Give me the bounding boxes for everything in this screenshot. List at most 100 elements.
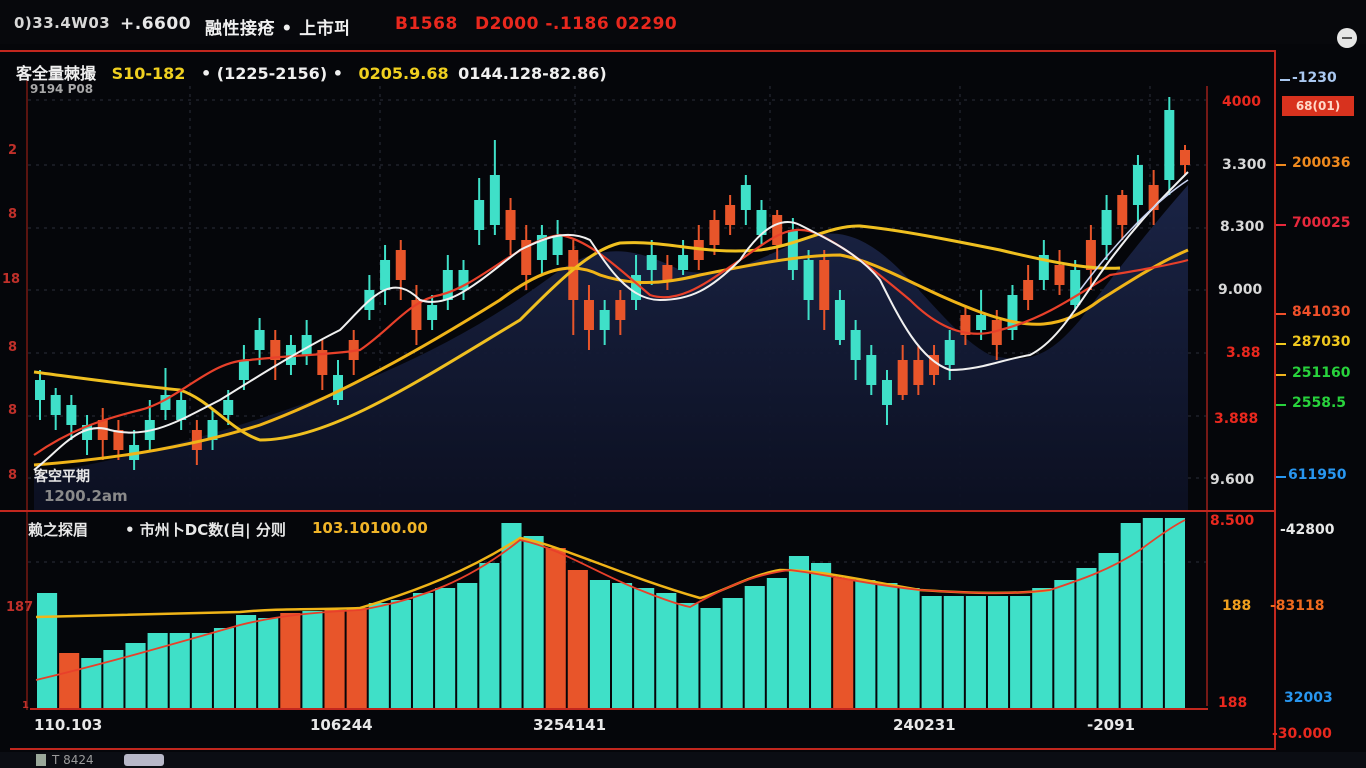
- legend-ma1: S10-182: [111, 64, 186, 83]
- status-icon: [36, 754, 46, 766]
- candle: [866, 355, 877, 385]
- volume-bar: [280, 613, 301, 708]
- candle: [411, 300, 422, 330]
- status-button[interactable]: [124, 754, 164, 766]
- volume-inner-axis-label: 188: [1222, 598, 1252, 614]
- candle: [897, 360, 908, 395]
- header-change: +.6600: [120, 14, 192, 34]
- candle: [552, 235, 563, 255]
- candle: [881, 380, 892, 405]
- frame-left: [26, 80, 28, 710]
- candle: [850, 330, 861, 360]
- inner-axis-label: 3.88: [1226, 345, 1261, 361]
- volume-bar: [589, 580, 610, 708]
- candle: [82, 425, 93, 440]
- volume-bar: [987, 596, 1009, 708]
- volume-bar: [678, 603, 699, 708]
- frame-bottom: [10, 748, 1274, 750]
- candle: [991, 320, 1002, 345]
- volume-bar: [501, 523, 522, 708]
- candle: [631, 275, 642, 300]
- frame-right: [1274, 50, 1276, 750]
- candle: [1007, 295, 1018, 330]
- candle: [756, 210, 767, 235]
- volume-outer-axis-label: -30.000: [1272, 726, 1332, 742]
- axis-tick: [1276, 404, 1286, 406]
- legend-ma4: 0144.128-82.86): [458, 64, 607, 83]
- outer-axis-label: 287030: [1292, 334, 1351, 350]
- candle: [662, 265, 673, 280]
- candle: [113, 430, 124, 450]
- candle: [568, 250, 579, 300]
- candle: [803, 260, 814, 300]
- left-axis-label: 8: [8, 340, 18, 355]
- candle: [678, 255, 689, 270]
- header-stock-name[interactable]: 融性接疮 • 上市퍼: [205, 19, 351, 39]
- status-text: T 8424: [52, 753, 94, 767]
- candle: [50, 395, 61, 415]
- volume-bar: [523, 536, 544, 708]
- volume-bar: [191, 633, 212, 708]
- volume-bar: [722, 598, 743, 708]
- candle: [599, 310, 610, 330]
- left-axis-label: 8: [8, 468, 18, 483]
- candle: [725, 205, 736, 225]
- minimize-icon[interactable]: [1337, 28, 1357, 48]
- volume-title: 赖之探眉: [28, 521, 89, 539]
- outer-axis-label: -1230: [1292, 70, 1337, 86]
- volume-bar: [1120, 523, 1141, 708]
- volume-bar: [921, 596, 942, 708]
- candle: [35, 380, 45, 400]
- volume-bar: [1076, 568, 1097, 708]
- x-axis-label: 110.103: [34, 716, 103, 734]
- candle: [1085, 240, 1096, 270]
- candle: [1180, 150, 1190, 165]
- volume-bar: [457, 583, 478, 708]
- volume-inner-axis-label: 8.500: [1210, 513, 1255, 529]
- candle: [427, 305, 438, 320]
- legend-ma2: • (1225-2156) •: [201, 64, 343, 83]
- candle: [1164, 110, 1175, 180]
- inner-axis-label: 9.000: [1218, 282, 1263, 298]
- header-price: B1568: [395, 14, 458, 34]
- candlestick-chart[interactable]: [28, 86, 1206, 510]
- candle: [913, 360, 924, 385]
- frame-inner-right: [1206, 86, 1208, 706]
- candle: [97, 420, 108, 440]
- candle: [1054, 265, 1065, 285]
- candle: [1132, 165, 1143, 205]
- volume-bar: [125, 643, 146, 708]
- inner-axis-label: 3.888: [1214, 411, 1259, 427]
- volume-bar: [1098, 553, 1119, 708]
- axis-tick: [1276, 476, 1286, 478]
- left-axis-label: 8: [8, 207, 18, 222]
- volume-bar: [833, 578, 854, 708]
- volume-bar: [302, 611, 323, 708]
- price-bottom-label: 客空平期: [34, 469, 90, 485]
- volume-bar: [479, 563, 500, 708]
- candle: [238, 360, 249, 380]
- candle: [254, 330, 265, 350]
- volume-bar: [855, 580, 876, 708]
- volume-outer-axis-label: -42800: [1280, 522, 1335, 538]
- candle: [160, 395, 171, 410]
- candle: [1148, 185, 1159, 210]
- candle: [333, 375, 344, 400]
- volume-bar: [656, 593, 677, 708]
- status-bar: T 8424: [0, 752, 1366, 768]
- axis-tick: [1276, 164, 1286, 166]
- outer-axis-label: 251160: [1292, 365, 1351, 381]
- volume-outer-axis-label: -83118: [1270, 598, 1325, 614]
- volume-bar: [213, 628, 235, 708]
- volume-bar: [1032, 588, 1053, 708]
- candle: [191, 430, 202, 450]
- volume-bar: [59, 653, 80, 708]
- header-bar: 0)33.4W03 +.6600 融性接疮 • 上市퍼 B1568 D2000 …: [0, 0, 1366, 44]
- volume-bar: [567, 570, 588, 708]
- candle: [646, 255, 657, 270]
- volume-chart[interactable]: [28, 512, 1206, 708]
- left-axis-label: 2: [8, 143, 18, 158]
- candle: [1101, 210, 1112, 245]
- candle: [207, 420, 218, 440]
- axis-tick: [1276, 343, 1286, 345]
